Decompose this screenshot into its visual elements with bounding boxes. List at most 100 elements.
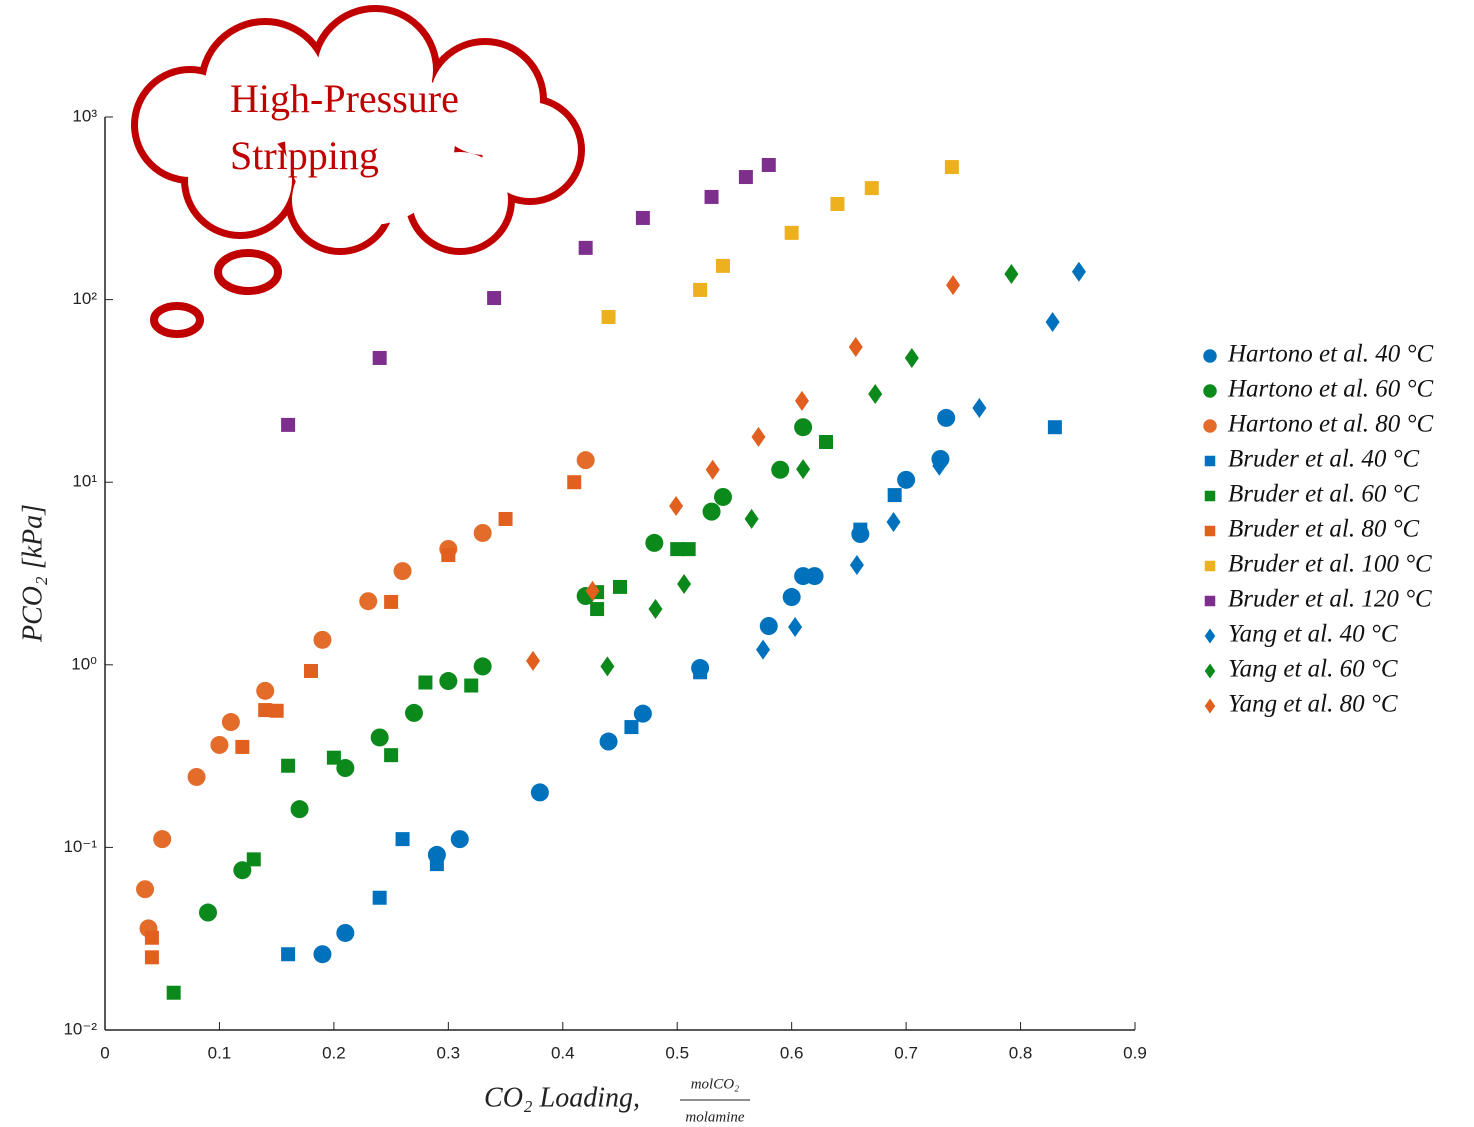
y-tick-label: 10² (72, 289, 97, 308)
point (429, 857, 444, 872)
point (635, 210, 650, 225)
point (693, 665, 708, 680)
point (585, 580, 600, 601)
y-tick-label: 10⁻² (63, 1019, 97, 1038)
point (372, 350, 387, 365)
point (794, 390, 809, 411)
point (246, 852, 261, 867)
point (601, 309, 616, 324)
point (281, 758, 296, 773)
annotation: High-Pressure (230, 76, 459, 121)
point (281, 417, 296, 432)
point (669, 495, 684, 516)
point (1004, 264, 1019, 285)
point (144, 930, 159, 945)
legend-label: Hartono et al. 40 °C (1227, 341, 1433, 368)
point (359, 592, 378, 611)
point (670, 542, 685, 557)
point (677, 574, 692, 595)
point (395, 832, 410, 847)
x-tick-label: 0.8 (1009, 1043, 1033, 1062)
point (336, 923, 355, 942)
legend-marker (1203, 419, 1217, 433)
point (384, 594, 399, 609)
point (166, 985, 181, 1000)
x-tick-label: 0.3 (437, 1043, 461, 1062)
cloud-fill (138, 12, 578, 248)
point (450, 830, 469, 849)
point (972, 397, 987, 418)
point (633, 704, 652, 723)
point (567, 475, 582, 490)
legend-label: Bruder et al. 40 °C (1228, 446, 1420, 473)
point (153, 830, 172, 849)
point (405, 703, 423, 722)
point (794, 418, 813, 437)
y-tick-label: 10³ (72, 106, 97, 125)
point (393, 562, 412, 581)
point (702, 502, 721, 521)
point (530, 783, 549, 802)
point (384, 748, 399, 763)
point (210, 735, 229, 754)
legend-label: Bruder et al. 80 °C (1228, 516, 1420, 543)
point (235, 739, 250, 754)
point (370, 728, 389, 747)
legend-marker (1204, 490, 1216, 502)
x-tick-label: 0.5 (665, 1043, 689, 1062)
point (782, 588, 801, 607)
legend-label: Hartono et al. 60 °C (1227, 376, 1433, 403)
point (937, 408, 956, 427)
point (290, 800, 309, 819)
legend-label: Yang et al. 40 °C (1228, 621, 1398, 648)
point (705, 459, 720, 480)
legend-marker (1203, 384, 1217, 398)
thought-bubble (150, 302, 204, 338)
point (576, 451, 595, 470)
x-tick-label: 0 (100, 1043, 109, 1062)
point (932, 455, 947, 476)
point (796, 459, 811, 480)
point (1071, 261, 1086, 282)
point (751, 426, 766, 447)
point (281, 947, 296, 962)
point (269, 703, 284, 718)
point (578, 240, 593, 255)
legend-marker (1204, 525, 1216, 537)
point (864, 181, 879, 196)
point (868, 384, 883, 405)
point (144, 950, 159, 965)
legend-label: Bruder et al. 60 °C (1228, 481, 1420, 508)
point (1047, 420, 1062, 435)
point (853, 522, 868, 537)
legend-label: Bruder et al. 120 °C (1228, 586, 1432, 613)
y-tick-label: 10⁻¹ (63, 837, 97, 856)
point (256, 681, 275, 700)
point (136, 880, 155, 899)
point (738, 170, 753, 185)
point (805, 567, 824, 586)
point (645, 533, 664, 552)
point (473, 523, 492, 542)
x-axis-label: molCO₂ (691, 1076, 740, 1092)
y-tick-label: 10¹ (72, 472, 97, 491)
point (221, 713, 240, 732)
y-axis-label: PCO₂ [kPa] (17, 504, 48, 643)
legend-marker (1204, 595, 1216, 607)
point (830, 196, 845, 211)
point (944, 160, 959, 175)
point (819, 435, 833, 450)
point (199, 903, 217, 922)
x-axis-label: CO₂ Loading, (484, 1082, 640, 1113)
point (624, 720, 639, 735)
point (788, 617, 803, 638)
point (716, 258, 730, 273)
legend-label: Hartono et al. 80 °C (1227, 411, 1433, 438)
x-tick-label: 0.1 (208, 1043, 232, 1062)
point (441, 548, 456, 563)
legend-marker (1204, 560, 1216, 572)
point (439, 672, 458, 691)
point (304, 663, 318, 678)
point (464, 678, 479, 693)
point (258, 703, 273, 718)
